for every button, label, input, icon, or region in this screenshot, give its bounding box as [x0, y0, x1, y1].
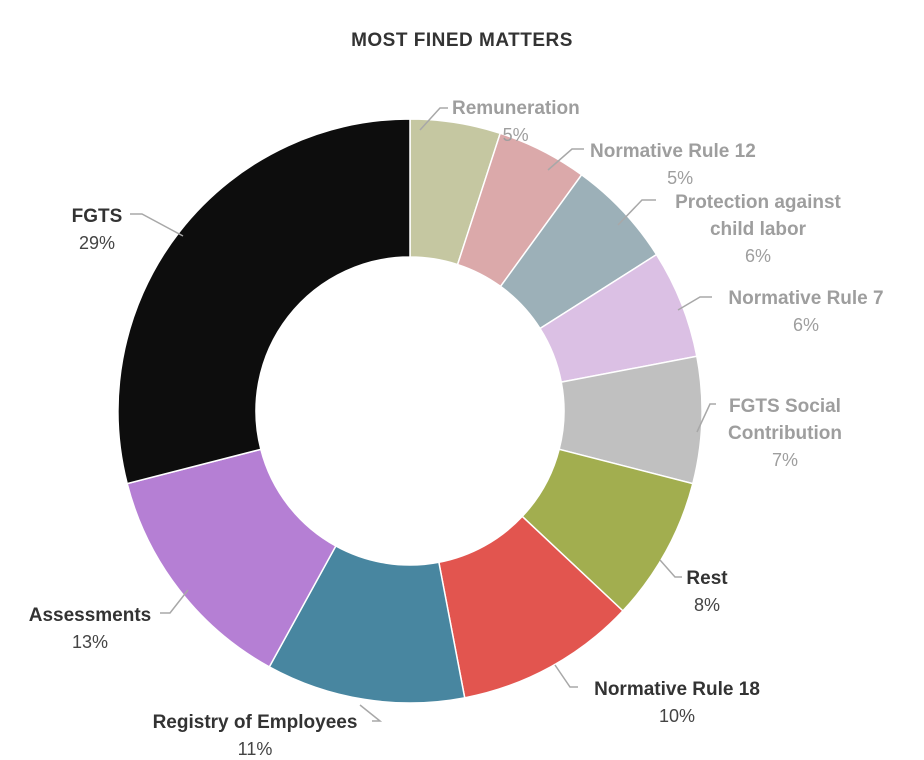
- label-name-remuneration: Remuneration: [452, 98, 580, 119]
- label-value-remuneration: 5%: [503, 125, 529, 145]
- label-value-fgts-social-contribution: 7%: [772, 450, 798, 470]
- label-name-normative-rule-18: Normative Rule 18: [594, 679, 760, 700]
- leader-line-fgts-social-contribution: [696, 403, 716, 433]
- slice-labels: Remuneration 5% Normative Rule 12 5% Protect…: [29, 98, 884, 759]
- label-name-protection-against-child-labor-1: Protection against: [675, 192, 841, 213]
- leader-line-protection-against-child-labor: [617, 199, 656, 226]
- label-value-fgts: 29%: [79, 233, 115, 253]
- label-name-rest: Rest: [686, 568, 728, 589]
- label-name-normative-rule-7: Normative Rule 7: [728, 288, 883, 309]
- donut-slices: [117, 118, 703, 704]
- label-value-rest: 8%: [694, 595, 720, 615]
- leader-line-normative-rule-12: [547, 148, 584, 171]
- label-name-registry-of-employees: Registry of Employees: [153, 712, 358, 733]
- leader-line-registry-of-employees: [359, 704, 383, 722]
- leader-line-rest: [659, 559, 682, 578]
- leader-line-fgts: [130, 213, 184, 237]
- leader-line-assessments: [160, 589, 189, 614]
- label-name-fgts-social-contribution-2: Contribution: [728, 423, 842, 444]
- label-value-normative-rule-12: 5%: [667, 168, 693, 188]
- leader-line-remuneration: [419, 107, 448, 131]
- label-name-protection-against-child-labor-2: child labor: [710, 219, 807, 240]
- label-name-normative-rule-12: Normative Rule 12: [590, 141, 756, 162]
- label-name-fgts: FGTS: [72, 206, 123, 227]
- label-value-assessments: 13%: [72, 632, 108, 652]
- slice-fgts: [117, 118, 411, 485]
- chart-title: MOST FINED MATTERS: [351, 30, 573, 51]
- label-value-normative-rule-7: 6%: [793, 315, 819, 335]
- label-value-registry-of-employees: 11%: [238, 739, 273, 759]
- label-name-fgts-social-contribution-1: FGTS Social: [729, 396, 841, 417]
- label-name-assessments: Assessments: [29, 605, 152, 626]
- leader-line-normative-rule-18: [554, 664, 578, 688]
- label-value-normative-rule-18: 10%: [659, 706, 695, 726]
- leader-line-normative-rule-7: [677, 296, 712, 311]
- label-value-protection-against-child-labor: 6%: [745, 246, 771, 266]
